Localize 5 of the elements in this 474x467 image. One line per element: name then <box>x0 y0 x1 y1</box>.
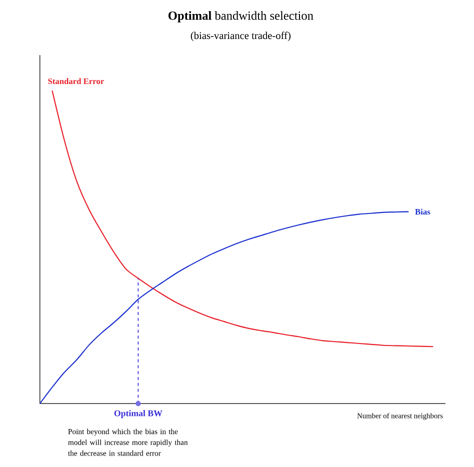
series-label: Standard Error <box>48 78 104 84</box>
chart-title: Optimal bandwidth selection <box>168 11 314 22</box>
series-label: Bias <box>415 208 430 215</box>
text: Optimal BW <box>114 410 162 418</box>
chart-subtitle: (bias-variance trade-off) <box>190 32 291 42</box>
